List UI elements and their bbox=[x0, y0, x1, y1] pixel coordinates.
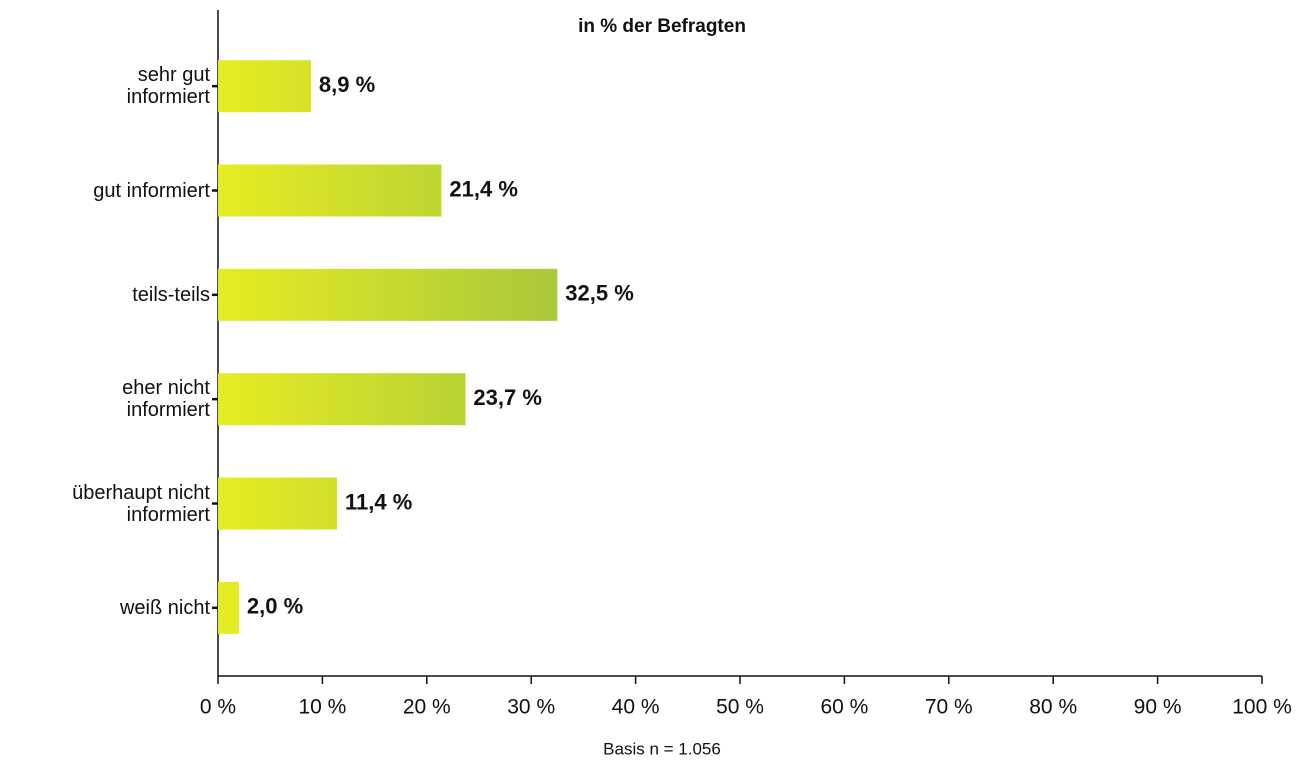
y-tick-label: sehr gut informiert bbox=[126, 64, 210, 109]
x-tick-label: 40 % bbox=[612, 696, 660, 719]
bar bbox=[218, 268, 558, 321]
x-tick-label: 10 % bbox=[298, 696, 346, 719]
value-label: 11,4 % bbox=[345, 489, 412, 514]
value-label: 23,7 % bbox=[473, 385, 541, 410]
bar bbox=[218, 164, 442, 217]
bar bbox=[218, 477, 338, 530]
x-tick-label: 90 % bbox=[1134, 696, 1182, 719]
x-tick-label: 80 % bbox=[1029, 696, 1077, 719]
y-tick-label: weiß nicht bbox=[119, 596, 210, 619]
value-label: 32,5 % bbox=[565, 281, 634, 306]
footnote: Basis n = 1.056 bbox=[603, 739, 721, 758]
chart-title: in % der Befragten bbox=[578, 16, 746, 37]
y-tick-label: gut informiert bbox=[93, 179, 210, 202]
x-tick-label: 50 % bbox=[716, 696, 764, 719]
x-tick-label: 30 % bbox=[507, 696, 555, 719]
bar bbox=[218, 60, 311, 113]
value-label: 8,9 % bbox=[319, 72, 375, 97]
y-tick-label: eher nicht informiert bbox=[122, 377, 210, 422]
value-label: 21,4 % bbox=[449, 176, 518, 201]
bar bbox=[218, 581, 239, 634]
x-tick-label: 60 % bbox=[820, 696, 868, 719]
x-tick-label: 70 % bbox=[925, 696, 973, 719]
y-tick-label: überhaupt nicht informiert bbox=[72, 481, 210, 526]
x-tick-label: 100 % bbox=[1232, 696, 1292, 719]
bar bbox=[218, 373, 466, 426]
value-label: 2,0 % bbox=[247, 594, 303, 619]
x-tick-label: 0 % bbox=[200, 696, 236, 719]
x-tick-label: 20 % bbox=[403, 696, 451, 719]
y-tick-label: teils-teils bbox=[132, 283, 210, 306]
